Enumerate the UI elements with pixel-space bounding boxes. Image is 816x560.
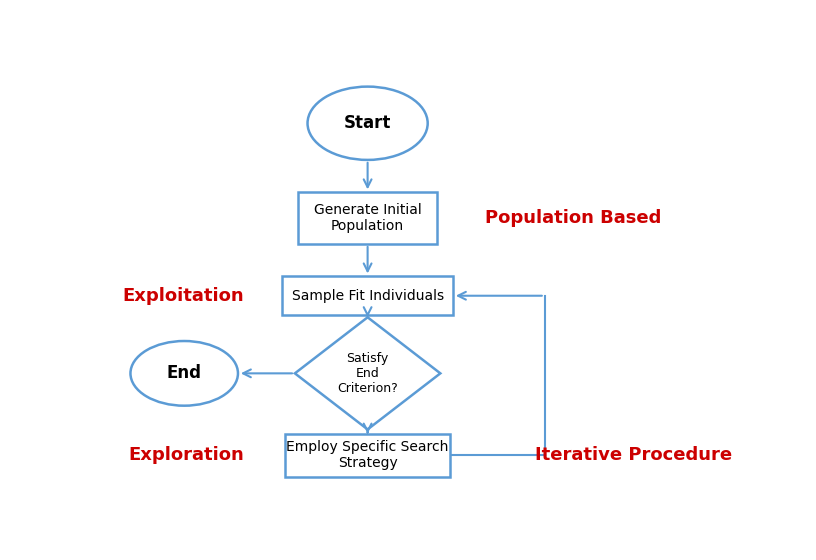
Text: Employ Specific Search
Strategy: Employ Specific Search Strategy (286, 440, 449, 470)
Text: Population Based: Population Based (485, 209, 661, 227)
Text: End: End (166, 365, 202, 382)
Text: Iterative Procedure: Iterative Procedure (535, 446, 732, 464)
Ellipse shape (308, 87, 428, 160)
Polygon shape (295, 318, 441, 430)
FancyBboxPatch shape (282, 276, 453, 315)
Text: Sample Fit Individuals: Sample Fit Individuals (291, 289, 444, 303)
Text: Start: Start (344, 114, 392, 132)
Text: Exploitation: Exploitation (122, 287, 244, 305)
Text: Generate Initial
Population: Generate Initial Population (313, 203, 422, 233)
FancyBboxPatch shape (298, 192, 437, 244)
Ellipse shape (131, 341, 238, 405)
FancyBboxPatch shape (286, 433, 450, 477)
Text: Satisfy
End
Criterion?: Satisfy End Criterion? (337, 352, 398, 395)
Text: Exploration: Exploration (129, 446, 244, 464)
